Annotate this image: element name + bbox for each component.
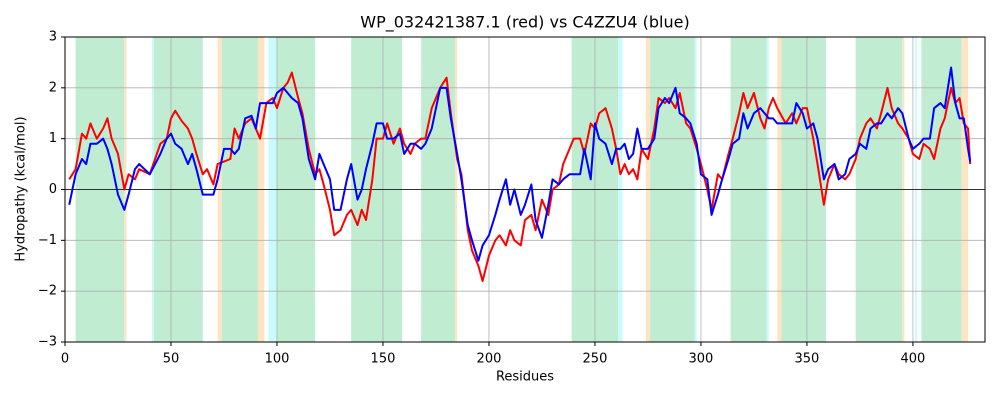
x-tick-label: 0 (61, 352, 69, 367)
y-axis-label: Hydropathy (kcal/mol) (14, 116, 29, 261)
x-tick-label: 150 (371, 352, 396, 367)
y-tick-label: 0 (49, 182, 57, 197)
series-line (68, 66, 972, 262)
y-tick-label: 2 (49, 80, 57, 95)
y-tick-label: 1 (49, 131, 57, 146)
y-tick-label: −3 (38, 335, 57, 350)
x-tick-label: 350 (795, 352, 820, 367)
y-tick-label: −1 (38, 233, 57, 248)
series-line (68, 71, 972, 282)
x-tick-label: 200 (477, 352, 502, 367)
x-tick-label: 50 (163, 352, 180, 367)
y-tick-label: 3 (49, 30, 57, 45)
x-tick-label: 400 (901, 352, 926, 367)
x-axis-label: Residues (496, 370, 554, 385)
x-tick-label: 250 (583, 352, 608, 367)
x-tick-label: 300 (689, 352, 714, 367)
plot-area: 0 50 100 150 200 250 300 350 400 −3 −2 −1 0 1 2 3 (38, 30, 986, 367)
y-tick-label: −2 (38, 284, 57, 299)
x-tick-label: 100 (265, 352, 290, 367)
chart-title: WP_032421387.1 (red) vs C4ZZU4 (blue) (360, 13, 689, 33)
axes-frame (64, 36, 986, 343)
